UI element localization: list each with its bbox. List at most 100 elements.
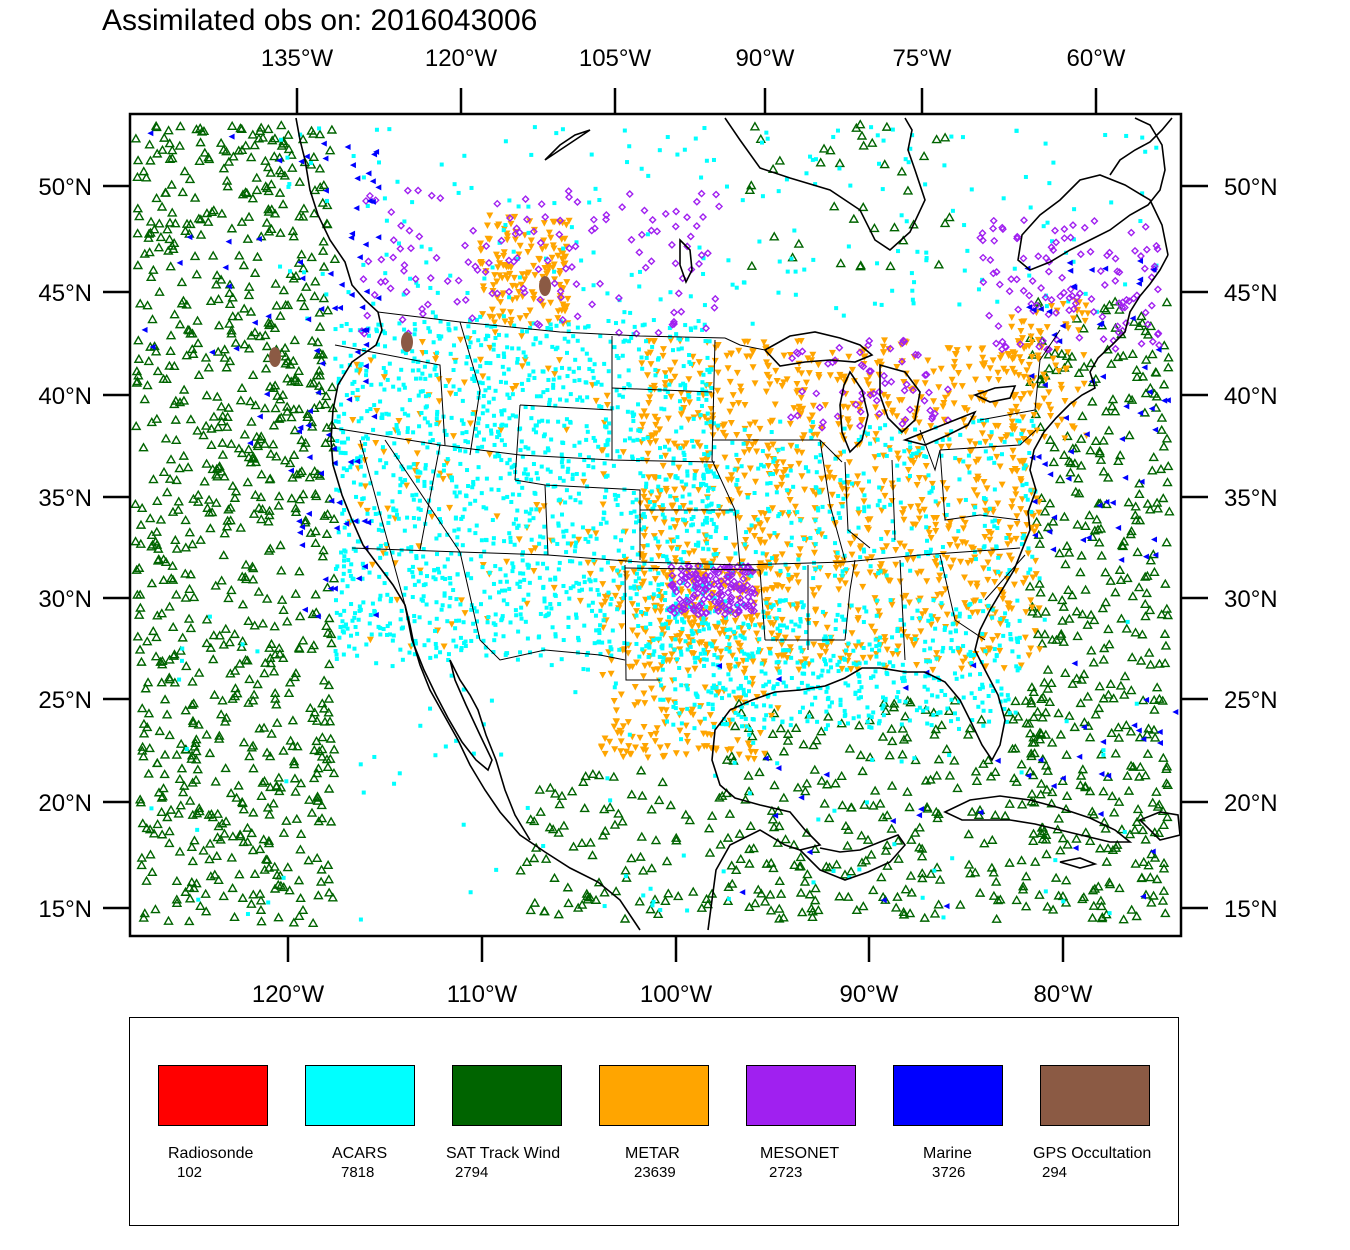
metar-marker	[416, 567, 424, 575]
sat-track-wind-marker	[1163, 362, 1174, 372]
metar-marker	[930, 368, 938, 376]
metar-marker	[810, 641, 818, 648]
metar-marker	[798, 473, 806, 480]
acars-marker	[621, 596, 626, 601]
acars-marker	[396, 516, 401, 521]
sat-track-wind-marker	[171, 897, 183, 908]
acars-marker	[898, 618, 903, 623]
metar-marker	[668, 545, 676, 552]
sat-track-wind-marker	[949, 755, 960, 765]
sat-track-wind-marker	[876, 872, 887, 882]
sat-track-wind-marker	[1034, 734, 1046, 744]
acars-marker	[980, 682, 985, 687]
acars-marker	[711, 552, 716, 557]
sat-track-wind-marker	[290, 506, 302, 517]
acars-marker	[469, 576, 474, 581]
sat-track-wind-marker	[1043, 349, 1054, 359]
metar-marker	[744, 755, 752, 762]
metar-marker	[380, 448, 388, 456]
acars-marker	[577, 588, 582, 593]
sat-track-wind-marker	[215, 137, 227, 147]
sat-track-wind-marker	[1067, 678, 1078, 688]
sat-track-wind-marker	[663, 888, 674, 898]
metar-marker	[522, 313, 530, 320]
sat-track-wind-marker	[1067, 590, 1078, 600]
sat-track-wind-marker	[138, 751, 149, 761]
sat-track-wind-marker	[205, 523, 216, 533]
acars-marker	[928, 646, 933, 651]
acars-marker	[384, 551, 389, 556]
sat-track-wind-marker	[1146, 849, 1157, 859]
acars-marker	[707, 503, 712, 508]
metar-marker	[958, 665, 966, 673]
sat-track-wind-marker	[889, 222, 900, 232]
sat-track-wind-marker	[222, 181, 233, 191]
sat-track-wind-marker	[714, 792, 725, 802]
sat-track-wind-marker	[171, 543, 183, 553]
sat-track-wind-marker	[319, 510, 330, 520]
acars-marker	[639, 355, 644, 360]
metar-marker	[632, 744, 640, 752]
metar-marker	[753, 630, 761, 638]
sat-track-wind-marker	[164, 234, 175, 244]
sat-track-wind-marker	[260, 155, 271, 165]
sat-track-wind-marker	[238, 737, 250, 747]
acars-marker	[604, 520, 609, 525]
metar-marker	[984, 576, 992, 584]
sat-track-wind-marker	[1095, 523, 1107, 533]
acars-marker	[675, 535, 680, 540]
acars-marker	[837, 603, 842, 608]
acars-marker	[516, 629, 521, 634]
acars-marker	[484, 506, 489, 511]
metar-marker	[1025, 361, 1033, 369]
sat-track-wind-marker	[132, 155, 144, 165]
sat-track-wind-marker	[324, 659, 335, 669]
sat-track-wind-marker	[247, 695, 259, 705]
acars-marker	[571, 369, 576, 374]
acars-marker	[342, 525, 347, 530]
acars-marker	[553, 577, 558, 582]
sat-track-wind-marker	[999, 810, 1011, 820]
acars-marker	[477, 380, 482, 385]
acars-marker	[487, 385, 492, 390]
metar-marker	[808, 357, 816, 364]
sat-track-wind-marker	[1064, 456, 1075, 466]
acars-marker	[530, 405, 535, 410]
sat-track-wind-marker	[170, 395, 182, 405]
acars-marker	[827, 704, 832, 709]
metar-marker	[910, 385, 918, 393]
metar-marker	[1011, 465, 1019, 473]
metar-marker	[956, 498, 964, 505]
acars-marker	[574, 612, 579, 617]
metar-marker	[651, 413, 659, 421]
metar-marker	[638, 581, 646, 589]
sat-track-wind-marker	[665, 800, 676, 810]
sat-track-wind-marker	[247, 740, 259, 750]
acars-marker	[601, 510, 606, 515]
acars-marker	[448, 581, 453, 586]
acars-marker	[603, 417, 608, 422]
sat-track-wind-marker	[203, 216, 214, 226]
sat-track-wind-marker	[539, 906, 550, 916]
metar-marker	[760, 339, 768, 346]
sat-track-wind-marker	[141, 875, 152, 885]
sat-track-wind-marker	[210, 776, 221, 786]
sat-track-wind-marker	[970, 766, 982, 776]
acars-marker	[448, 576, 453, 581]
sat-track-wind-marker	[323, 783, 335, 793]
metar-marker	[826, 372, 834, 379]
sat-track-wind-marker	[896, 166, 908, 176]
acars-marker	[577, 581, 582, 586]
acars-marker	[558, 397, 563, 402]
sat-track-wind-marker	[990, 876, 1002, 886]
sat-track-wind-marker	[1016, 759, 1027, 769]
acars-marker	[1016, 640, 1021, 645]
acars-marker	[687, 673, 692, 678]
metar-marker	[742, 614, 750, 621]
metar-marker	[612, 707, 620, 714]
sat-track-wind-marker	[263, 516, 274, 526]
acars-marker	[566, 615, 571, 620]
acars-marker	[406, 413, 411, 418]
metar-marker	[916, 508, 924, 516]
sat-track-wind-marker	[795, 852, 806, 862]
